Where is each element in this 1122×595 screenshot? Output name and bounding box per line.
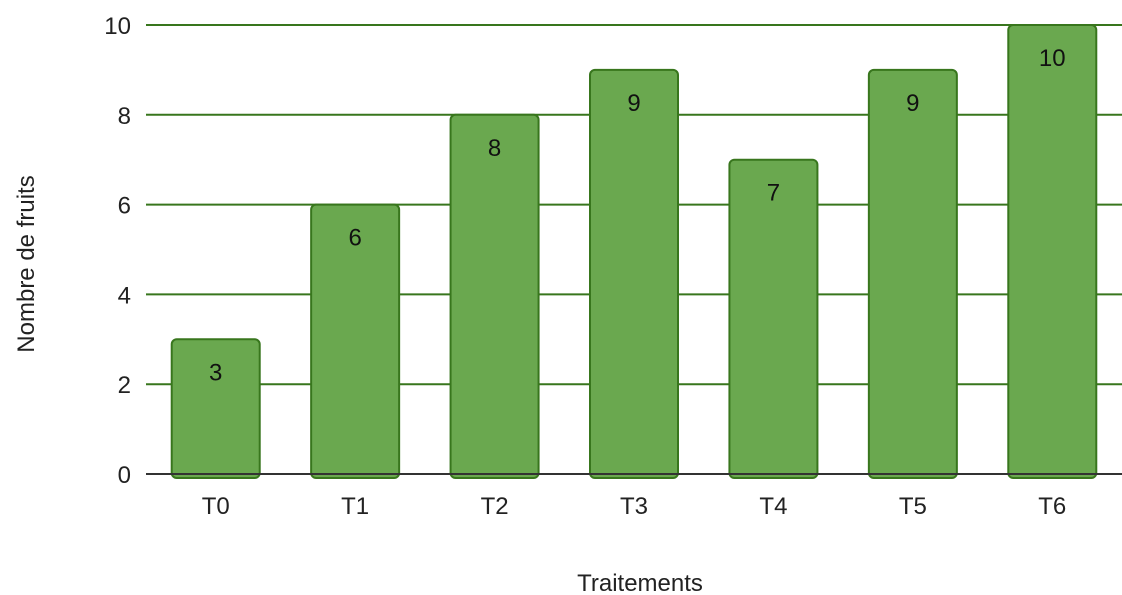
y-tick-label: 2 xyxy=(118,372,131,399)
bars xyxy=(170,24,1098,480)
data-label: 10 xyxy=(1039,45,1066,72)
data-labels: 3 6 8 9 7 9 10 xyxy=(209,45,1066,386)
y-tick-label: 10 xyxy=(104,13,131,40)
bar xyxy=(1007,24,1098,479)
bar xyxy=(170,338,261,479)
x-tick-label: T3 xyxy=(620,493,648,520)
data-label: 9 xyxy=(906,90,919,117)
x-tick-label: T2 xyxy=(481,493,509,520)
data-label: 8 xyxy=(488,135,501,162)
x-tick-label: T0 xyxy=(202,493,230,520)
bar xyxy=(728,158,819,479)
bar xyxy=(589,68,679,480)
bar xyxy=(867,68,958,480)
data-label: 6 xyxy=(348,225,361,252)
bar xyxy=(449,113,540,480)
data-label: 7 xyxy=(767,180,780,207)
x-tick-label: T4 xyxy=(759,493,787,520)
x-axis-ticks: T0 T1 T2 T3 T4 T5 T6 xyxy=(202,493,1067,520)
y-tick-label: 4 xyxy=(118,282,131,309)
x-axis-title: Traitements xyxy=(577,570,703,595)
bar xyxy=(310,203,401,479)
y-tick-label: 8 xyxy=(118,103,131,130)
y-axis-ticks: 0 2 4 6 8 10 xyxy=(104,13,131,489)
x-tick-label: T6 xyxy=(1038,493,1066,520)
y-axis-title: Nombre de fruits xyxy=(13,175,40,352)
x-tick-label: T1 xyxy=(341,493,369,520)
y-tick-label: 6 xyxy=(118,193,131,220)
y-tick-label: 0 xyxy=(118,462,131,489)
data-label: 3 xyxy=(209,359,222,386)
x-tick-label: T5 xyxy=(899,493,927,520)
data-label: 9 xyxy=(627,90,640,117)
